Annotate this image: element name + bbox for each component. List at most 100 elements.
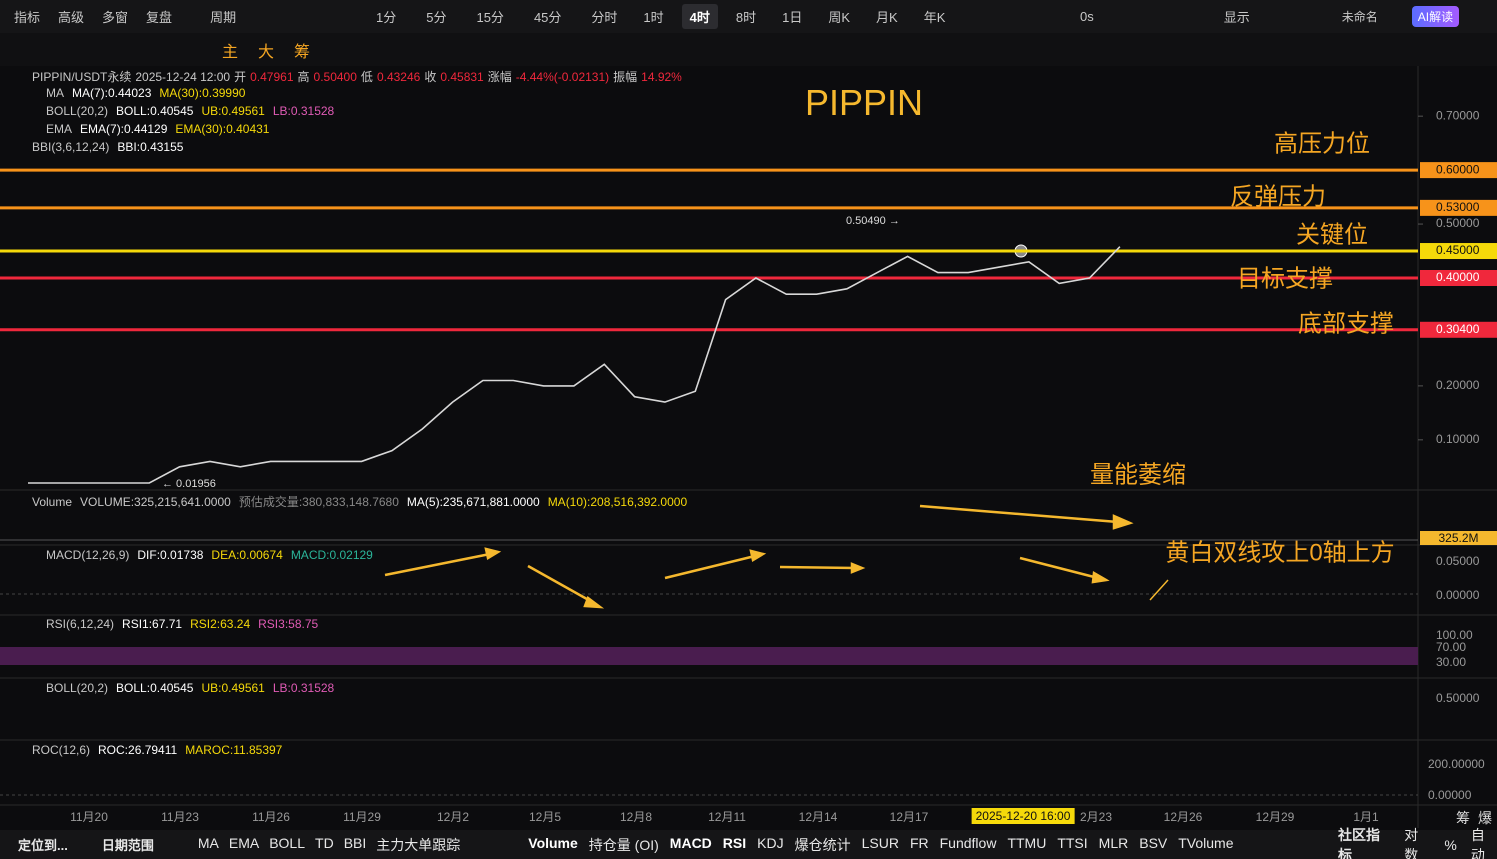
sub-indicator[interactable]: MLR [1098,834,1129,851]
menu[interactable]: 多窗 [102,10,129,25]
period[interactable]: 分时 [591,10,618,25]
level-label: 0.60000 [1436,162,1480,176]
info: BBI(3,6,12,24) [32,140,110,154]
period[interactable]: 45分 [533,10,562,25]
info: DIF:0.01738 [137,548,204,562]
sub-indicator[interactable]: LSUR [861,834,899,851]
level-box [1420,321,1497,338]
info: BOLL(20,2) [46,104,109,118]
axis-label: 0.05000 [1436,554,1480,568]
date-right[interactable]: 筹 [1456,810,1470,826]
info: DEA:0.00674 [211,548,283,562]
tool[interactable]: 主 [222,43,239,61]
menu[interactable]: 高级 [58,10,85,25]
x-tick-label: 12月29 [1255,810,1295,824]
info: MA(5):235,671,881.0000 [406,494,540,509]
indicator[interactable]: 主力大单跟踪 [376,836,461,853]
period[interactable]: 1日 [782,10,803,25]
menu[interactable]: 复盘 [146,10,173,25]
period[interactable]: 1时 [643,10,664,25]
axis-label: 0.00000 [1436,588,1480,602]
level-label: 0.30400 [1436,322,1480,336]
period[interactable]: 月K [876,10,898,25]
sub-indicator[interactable]: Fundflow [939,834,997,851]
level-box [1420,270,1497,286]
level-box [1420,162,1497,179]
scale[interactable]: 自动 [1470,826,1485,859]
ai-button[interactable]: AI解读 [1411,6,1460,27]
x-tick-label: 11月29 [343,810,381,824]
info: 0.50400 [313,69,357,84]
info: EMA(30):0.40431 [175,122,270,136]
info: MACD(12,26,9) [46,548,130,562]
date-right[interactable]: 爆 [1478,810,1492,826]
sub-indicator[interactable]: BSV [1139,834,1168,851]
sub-indicator[interactable]: FR [909,834,929,851]
menu[interactable]: 指标 [14,10,41,25]
period[interactable]: 8时 [735,10,757,25]
axis-label: 100.00 [1436,628,1473,642]
info: 低 [360,70,373,84]
period[interactable]: 4时 [681,4,718,29]
period[interactable]: 周K [828,10,851,25]
info: 0.47961 [250,69,294,84]
info: MAROC:11.85397 [185,743,283,757]
x-tick-label: 11月23 [161,810,199,824]
x-tick-label: 12月8 [619,810,653,824]
info: BOLL:0.40545 [116,681,194,695]
locate[interactable]: 定位到... [18,838,68,853]
sub-indicator[interactable]: RSI [722,834,747,851]
info: BOLL(20,2) [46,681,109,695]
high-marker: 0.50490 → [846,215,900,227]
x-tick-label: 12月2 [436,810,470,824]
chart-title: PIPPIN [805,82,924,123]
info: 收 [424,70,437,84]
x-tick-label: 12月26 [1163,810,1203,824]
sub-indicator[interactable]: MACD [669,834,712,851]
tool[interactable]: 筹 [294,43,311,61]
date-range[interactable]: 日期范围 [101,838,154,853]
axis-label: 0.00000 [1428,788,1472,802]
indicator[interactable]: TD [315,834,334,851]
sub-indicators: Volume 持仓量 (OI) MACD RSI KDJ 爆仓统计 LSUR FR Fundfl… [528,835,1233,855]
price-line [28,246,1121,484]
period[interactable]: 5分 [426,10,447,25]
layout-name[interactable]: 未命名 [1341,10,1378,24]
sub-indicator[interactable]: TTSI [1057,834,1088,851]
indicator[interactable]: EMA [228,834,260,851]
axis-label: 30.00 [1436,655,1467,669]
info: LB:0.31528 [272,681,335,695]
sub-indicator[interactable]: Volume [528,834,578,851]
menu[interactable]: 周期 [210,10,237,25]
info: RSI3:58.75 [258,617,319,631]
level-label: 0.40000 [1436,270,1480,284]
indicator[interactable]: BOLL [269,834,306,851]
period-bar: 1分 5分 15分 45分 分时 1时 4时 8时 1日 周K 月K 年K [368,0,963,33]
display[interactable]: 显示 [1223,10,1250,25]
sub-indicator[interactable]: TTMU [1007,834,1047,851]
annotation: 反弹压力 [1230,183,1326,211]
info: PIPPIN/USDT永续 [32,70,132,84]
period[interactable]: 年K [923,10,946,25]
indicator[interactable]: BBI [343,834,367,851]
sub-indicator[interactable]: TVolume [1178,834,1234,851]
sub-indicator[interactable]: 爆仓统计 [794,836,851,853]
x-tick-label: 12月11 [708,810,746,824]
indicator[interactable]: MA [197,834,219,851]
info: EMA(7):0.44129 [80,122,168,136]
community[interactable]: 社区指标 [1338,826,1380,859]
level-label: 0.53000 [1436,200,1480,214]
sub-indicator[interactable]: KDJ [757,834,784,851]
scale[interactable]: % [1444,836,1457,853]
x-tick-label: 12月14 [798,810,838,824]
info: EMA [46,122,73,136]
info: BOLL:0.40545 [116,104,194,118]
info: MA(10):208,516,392.0000 [547,494,688,509]
period[interactable]: 1分 [376,10,397,25]
scale[interactable]: 对数 [1404,826,1419,859]
period[interactable]: 15分 [476,10,504,25]
y-tick-label: 0.10000 [1436,432,1480,446]
indicators: MA EMA BOLL TD BBI 主力大单跟踪 [198,835,460,855]
tool[interactable]: 大 [258,43,275,61]
sub-indicator[interactable]: 持仓量 (OI) [588,836,659,853]
